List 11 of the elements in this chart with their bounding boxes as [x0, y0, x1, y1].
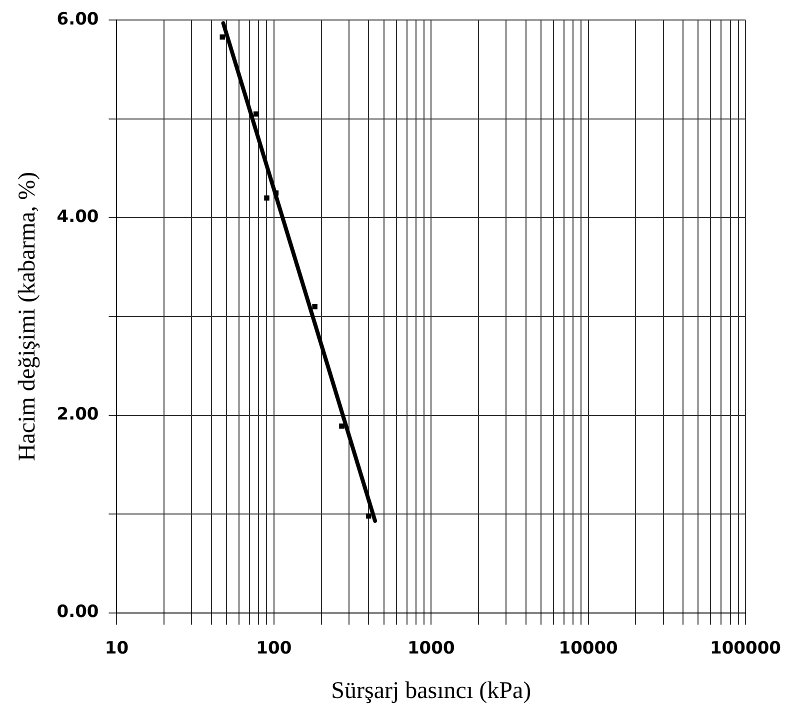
y-tick-label: 6.00: [56, 10, 99, 30]
x-tick-label: 100: [256, 638, 292, 658]
x-tick-label: 100000: [710, 638, 782, 658]
y-axis-title: Hacim değişimi (kabarma, %): [14, 172, 41, 462]
x-tick-label: 10: [104, 638, 129, 658]
y-tick-label: 4.00: [56, 207, 99, 228]
x-axis-title: Sürşarj basıncı (kPa): [331, 678, 532, 704]
x-tick-label: 10000: [558, 638, 618, 658]
y-tick-label: 0.00: [56, 602, 99, 622]
y-tick-label: 2.00: [56, 404, 99, 425]
x-tick-label: 1000: [407, 638, 455, 658]
